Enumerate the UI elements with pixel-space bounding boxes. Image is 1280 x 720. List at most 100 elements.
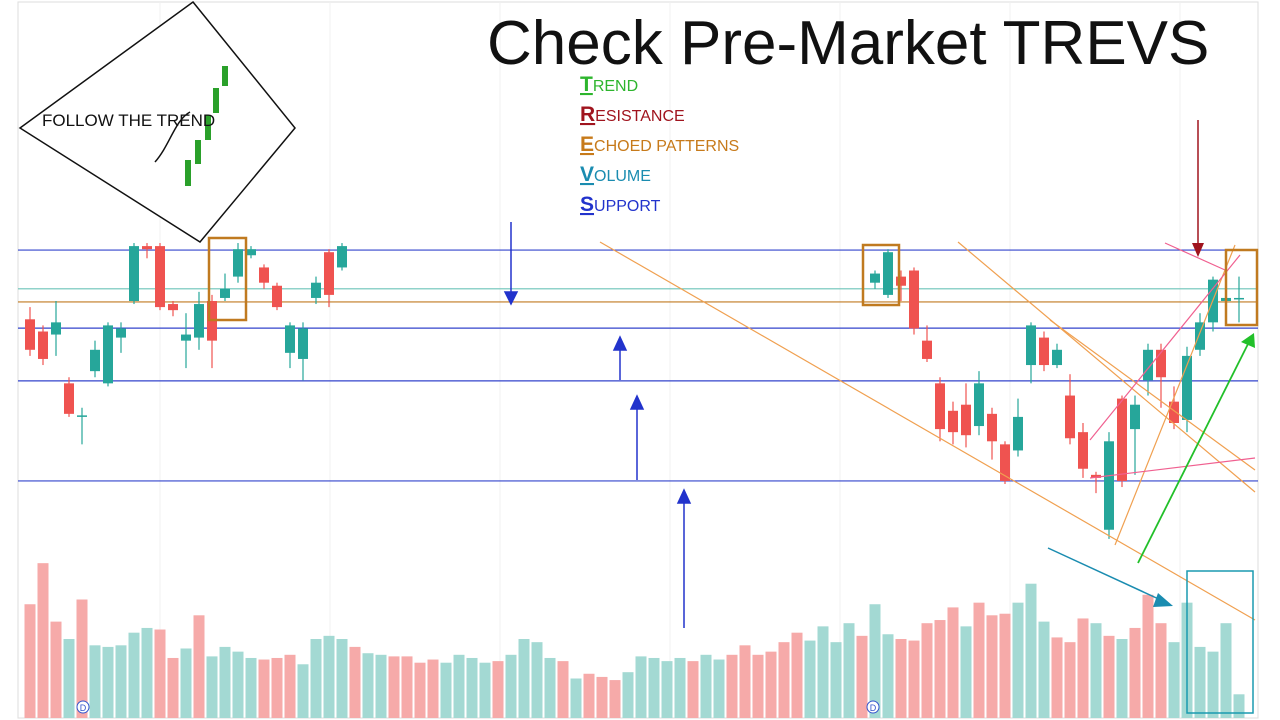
volume-bar xyxy=(622,672,634,718)
volume-bar xyxy=(505,654,517,718)
volume-bar xyxy=(947,607,959,718)
candle-body xyxy=(220,288,230,298)
volume-bar xyxy=(921,623,933,718)
volume-bar xyxy=(219,646,231,718)
volume-bar xyxy=(1220,623,1232,718)
candle-body xyxy=(285,325,295,353)
volume-bar xyxy=(869,604,881,718)
volume-bar xyxy=(128,632,140,718)
volume-bar xyxy=(882,634,894,718)
volume-bar xyxy=(154,629,166,718)
volume-bar xyxy=(791,632,803,718)
candle-body xyxy=(922,340,932,359)
candle-body xyxy=(25,319,35,350)
candle-body xyxy=(142,246,152,250)
candle-body xyxy=(974,383,984,427)
volume-bar xyxy=(115,645,127,718)
volume-bar xyxy=(1064,642,1076,718)
volume-bar xyxy=(596,676,608,718)
candle-body xyxy=(1013,416,1023,451)
candle-body xyxy=(1130,404,1140,430)
logo-text: FOLLOW THE TREND xyxy=(42,111,215,130)
volume-bar xyxy=(700,654,712,718)
candle-body xyxy=(77,415,87,417)
candle-body xyxy=(337,246,347,268)
candle-body xyxy=(883,252,893,295)
volume-bar xyxy=(518,639,530,718)
volume-bar xyxy=(336,639,348,718)
volume-bar xyxy=(453,654,465,718)
volume-bar xyxy=(726,654,738,718)
volume-bar xyxy=(1038,621,1050,718)
candle-body xyxy=(233,249,243,277)
volume-bar xyxy=(310,639,322,718)
marker-label: D xyxy=(870,703,877,713)
volume-bar xyxy=(544,657,556,718)
volume-bar xyxy=(856,635,868,718)
volume-bar xyxy=(1077,618,1089,718)
volume-bar xyxy=(531,642,543,718)
volume-bar xyxy=(323,635,335,718)
candle-body xyxy=(259,267,269,283)
volume-bar xyxy=(76,599,88,718)
candle-body xyxy=(935,383,945,430)
legend-rest: OLUME xyxy=(594,168,651,185)
volume-bar xyxy=(765,651,777,718)
volume-bar xyxy=(167,657,179,718)
candle-body xyxy=(168,304,178,311)
candle-body xyxy=(1026,325,1036,366)
candle-body xyxy=(1169,401,1179,423)
volume-bar xyxy=(557,661,569,718)
volume-bar xyxy=(284,654,296,718)
candle-body xyxy=(324,252,334,295)
candle-body xyxy=(1195,322,1205,350)
volume-bar xyxy=(427,659,439,718)
candle-body xyxy=(246,249,256,256)
volume-bar xyxy=(1129,627,1141,718)
volume-bar xyxy=(973,602,985,718)
volume-bar xyxy=(583,673,595,718)
candle-body xyxy=(987,413,997,442)
volume-bar xyxy=(1051,637,1063,718)
candle-body xyxy=(1091,474,1101,478)
volume-bar xyxy=(843,623,855,718)
volume-bar xyxy=(24,604,36,718)
volume-bar xyxy=(180,648,192,718)
legend-rest: UPPORT xyxy=(594,198,661,215)
legend-initial: V xyxy=(580,163,594,186)
volume-bar xyxy=(778,642,790,718)
volume-bar xyxy=(1142,594,1154,718)
volume-bar xyxy=(141,627,153,718)
candle-body xyxy=(311,282,321,298)
candle-body xyxy=(116,328,126,338)
volume-bar xyxy=(1155,623,1167,718)
volume-bar xyxy=(50,621,62,718)
volume-bar xyxy=(362,653,374,718)
volume-bar xyxy=(1233,694,1245,718)
volume-bar xyxy=(206,656,218,718)
volume-bar xyxy=(466,657,478,718)
volume-bar xyxy=(1025,583,1037,718)
candle-body xyxy=(1052,349,1062,366)
volume-bar xyxy=(193,615,205,718)
candle-body xyxy=(961,404,971,436)
candle-body xyxy=(870,273,880,283)
volume-bar xyxy=(232,651,244,718)
volume-bar xyxy=(752,654,764,718)
candle-body xyxy=(194,304,204,338)
candle-body xyxy=(155,246,165,308)
volume-bar xyxy=(89,645,101,718)
volume-bar xyxy=(739,645,751,718)
volume-bar xyxy=(440,662,452,718)
volume-bar xyxy=(414,662,426,718)
legend-item: SUPPORT xyxy=(580,193,661,216)
volume-bar xyxy=(388,656,400,718)
candle-body xyxy=(1234,297,1244,300)
candle-body xyxy=(272,285,282,308)
legend-initial: R xyxy=(580,103,595,126)
title: Check Pre-Market TREVS xyxy=(487,9,1209,78)
volume-bar xyxy=(297,664,309,718)
annotations xyxy=(207,120,1259,714)
logo: FOLLOW THE TREND xyxy=(18,0,296,243)
volume-bar xyxy=(63,639,75,718)
